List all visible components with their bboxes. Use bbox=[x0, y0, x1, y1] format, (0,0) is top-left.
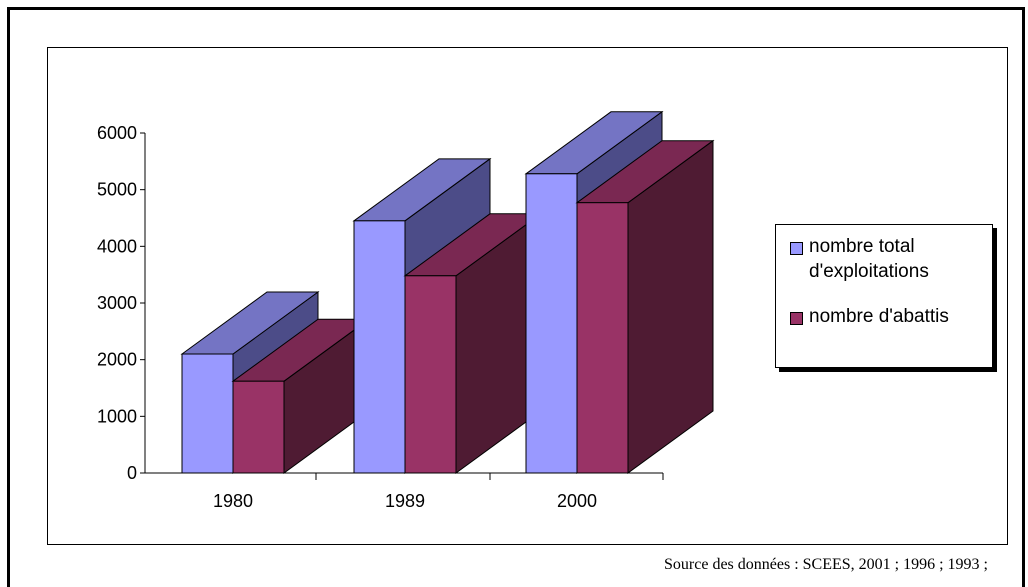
tick-labels: 0 1000 2000 3000 4000 5000 6000 1980 1989 2000 bbox=[97, 123, 597, 511]
y-tick-label: 5000 bbox=[97, 180, 137, 200]
bar-abattis-2000 bbox=[575, 139, 715, 474]
bars bbox=[180, 110, 715, 474]
bar-total-2000-front bbox=[525, 173, 578, 474]
y-tick-label: 6000 bbox=[97, 123, 137, 143]
bar-abattis-2000-front bbox=[576, 202, 629, 474]
bar-abattis-1989-front bbox=[404, 275, 457, 474]
legend-item-total: nombre total d'exploitations bbox=[790, 234, 929, 284]
y-tick-label: 2000 bbox=[97, 350, 137, 370]
legend-item-abattis: nombre d'abattis bbox=[790, 304, 949, 329]
y-tick-label: 3000 bbox=[97, 293, 137, 313]
legend-label-total-line2: d'exploitations bbox=[809, 261, 929, 282]
bar-abattis-1989 bbox=[403, 212, 543, 474]
figure-frame bbox=[7, 7, 1025, 587]
source-note: Source des données : SCEES, 2001 ; 1996 … bbox=[664, 556, 988, 573]
legend-swatch-total bbox=[790, 242, 803, 255]
bar-total-1980-front bbox=[181, 353, 234, 474]
bar-abattis-1980 bbox=[231, 318, 371, 474]
legend-label-total: nombre total d'exploitations bbox=[809, 234, 929, 284]
y-tick-label: 1000 bbox=[97, 406, 137, 426]
x-tick-label: 2000 bbox=[557, 491, 597, 511]
legend-label-abattis: nombre d'abattis bbox=[809, 306, 949, 327]
legend-swatch-abattis bbox=[790, 312, 803, 325]
legend-label-total-line1: nombre total bbox=[809, 236, 915, 257]
bar-total-1989-front bbox=[353, 220, 406, 474]
x-tick-label: 1989 bbox=[385, 491, 425, 511]
x-tick-label: 1980 bbox=[213, 491, 253, 511]
bar-abattis-1980-front bbox=[232, 380, 285, 474]
y-tick-label: 0 bbox=[127, 463, 137, 483]
legend: nombre total d'exploitations nombre d'ab… bbox=[775, 224, 993, 368]
y-tick-label: 4000 bbox=[97, 236, 137, 256]
